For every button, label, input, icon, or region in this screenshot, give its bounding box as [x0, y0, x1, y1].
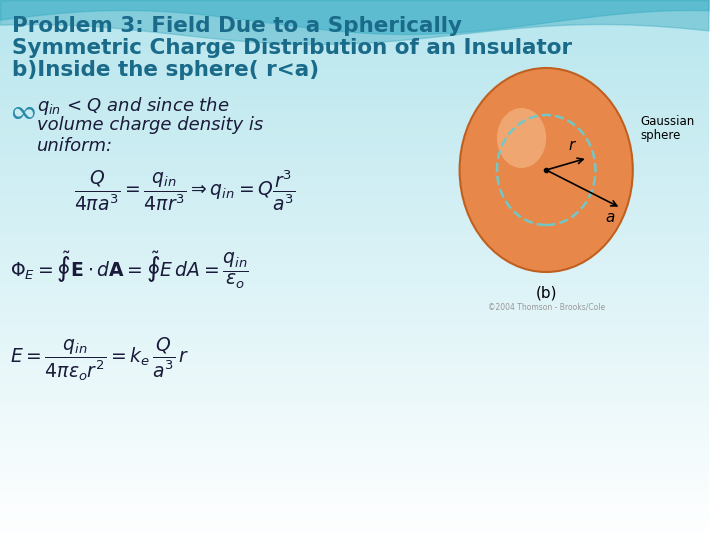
- Bar: [0, 33, 708, 40]
- Text: uniform:: uniform:: [37, 137, 114, 155]
- Bar: [0, 122, 708, 128]
- Text: Gaussian: Gaussian: [641, 115, 695, 128]
- Text: (b): (b): [536, 286, 557, 301]
- Bar: [0, 6, 708, 14]
- Bar: [0, 310, 708, 317]
- Bar: [0, 74, 708, 81]
- Bar: [0, 317, 708, 324]
- Bar: [0, 418, 708, 426]
- Bar: [0, 68, 708, 74]
- Bar: [0, 364, 708, 372]
- Bar: [0, 284, 708, 291]
- Bar: [0, 263, 708, 270]
- Text: $\Phi_E = \tilde{\oint}\mathbf{E}\cdot d\mathbf{A} = \tilde{\oint}E\,dA = \dfrac: $\Phi_E = \tilde{\oint}\mathbf{E}\cdot d…: [10, 250, 249, 291]
- Bar: [0, 519, 708, 526]
- Bar: [0, 176, 708, 183]
- Bar: [0, 513, 708, 519]
- Bar: [0, 81, 708, 87]
- Bar: [0, 291, 708, 297]
- Bar: [0, 156, 708, 162]
- Bar: [0, 303, 708, 310]
- Bar: [0, 453, 708, 459]
- Bar: [0, 459, 708, 465]
- Bar: [0, 405, 708, 411]
- Bar: [0, 411, 708, 418]
- Bar: [0, 202, 708, 209]
- Bar: [0, 0, 708, 6]
- Bar: [0, 47, 708, 54]
- Bar: [0, 189, 708, 195]
- Bar: [0, 168, 708, 176]
- Bar: [0, 351, 708, 357]
- Bar: [0, 216, 708, 222]
- Bar: [0, 372, 708, 378]
- Bar: [0, 526, 708, 534]
- Bar: [0, 249, 708, 256]
- Bar: [0, 465, 708, 472]
- Text: $\dfrac{Q}{4\pi a^3} = \dfrac{q_{in}}{4\pi r^3} \Rightarrow q_{in} = Q\dfrac{r^3: $\dfrac{Q}{4\pi a^3} = \dfrac{q_{in}}{4\…: [74, 168, 295, 213]
- Bar: [0, 480, 708, 486]
- Bar: [0, 324, 708, 330]
- Bar: [0, 102, 708, 108]
- Bar: [0, 20, 708, 27]
- Bar: [0, 209, 708, 216]
- Ellipse shape: [497, 108, 546, 168]
- Bar: [0, 507, 708, 513]
- Bar: [0, 148, 708, 156]
- Bar: [0, 115, 708, 122]
- Bar: [0, 14, 708, 20]
- Bar: [0, 438, 708, 445]
- Bar: [0, 357, 708, 364]
- Bar: [0, 297, 708, 303]
- Bar: [0, 195, 708, 202]
- Bar: [0, 500, 708, 507]
- Bar: [0, 345, 708, 351]
- Bar: [0, 183, 708, 189]
- Bar: [0, 486, 708, 492]
- Text: Problem 3: Field Due to a Spherically: Problem 3: Field Due to a Spherically: [12, 16, 462, 36]
- Bar: [0, 222, 708, 230]
- Text: $q_{in}$ < Q and since the: $q_{in}$ < Q and since the: [37, 95, 230, 117]
- Bar: [0, 256, 708, 263]
- Bar: [0, 54, 708, 60]
- Bar: [0, 330, 708, 338]
- Text: volume charge density is: volume charge density is: [37, 116, 264, 134]
- Bar: [0, 60, 708, 68]
- Text: ©2004 Thomson - Brooks/Cole: ©2004 Thomson - Brooks/Cole: [487, 302, 605, 311]
- Text: $r$: $r$: [568, 138, 577, 153]
- Bar: [0, 162, 708, 168]
- Bar: [0, 399, 708, 405]
- Bar: [0, 472, 708, 480]
- Bar: [0, 243, 708, 249]
- Text: b)Inside the sphere( r<a): b)Inside the sphere( r<a): [12, 60, 319, 80]
- Bar: [0, 237, 708, 243]
- Bar: [0, 128, 708, 135]
- Bar: [0, 276, 708, 284]
- Bar: [0, 446, 708, 453]
- Bar: [0, 432, 708, 438]
- Bar: [0, 392, 708, 399]
- Text: $\mathscr{\infty}$: $\mathscr{\infty}$: [10, 97, 35, 125]
- Bar: [0, 27, 708, 33]
- Bar: [0, 270, 708, 276]
- Bar: [0, 378, 708, 384]
- Ellipse shape: [459, 68, 633, 272]
- Bar: [0, 94, 708, 102]
- Bar: [0, 40, 708, 47]
- Bar: [0, 135, 708, 141]
- Bar: [0, 384, 708, 391]
- Bar: [0, 492, 708, 500]
- Bar: [0, 534, 708, 540]
- Bar: [0, 230, 708, 237]
- Bar: [0, 338, 708, 345]
- Text: $a$: $a$: [606, 210, 616, 225]
- Text: $E = \dfrac{q_{in}}{4\pi\varepsilon_o r^2} = k_e\,\dfrac{Q}{a^3}\,r$: $E = \dfrac{q_{in}}{4\pi\varepsilon_o r^…: [10, 335, 189, 383]
- Text: sphere: sphere: [641, 129, 681, 142]
- Bar: [0, 426, 708, 432]
- Bar: [0, 87, 708, 94]
- Bar: [0, 141, 708, 149]
- Text: Symmetric Charge Distribution of an Insulator: Symmetric Charge Distribution of an Insu…: [12, 38, 572, 58]
- Bar: [0, 108, 708, 115]
